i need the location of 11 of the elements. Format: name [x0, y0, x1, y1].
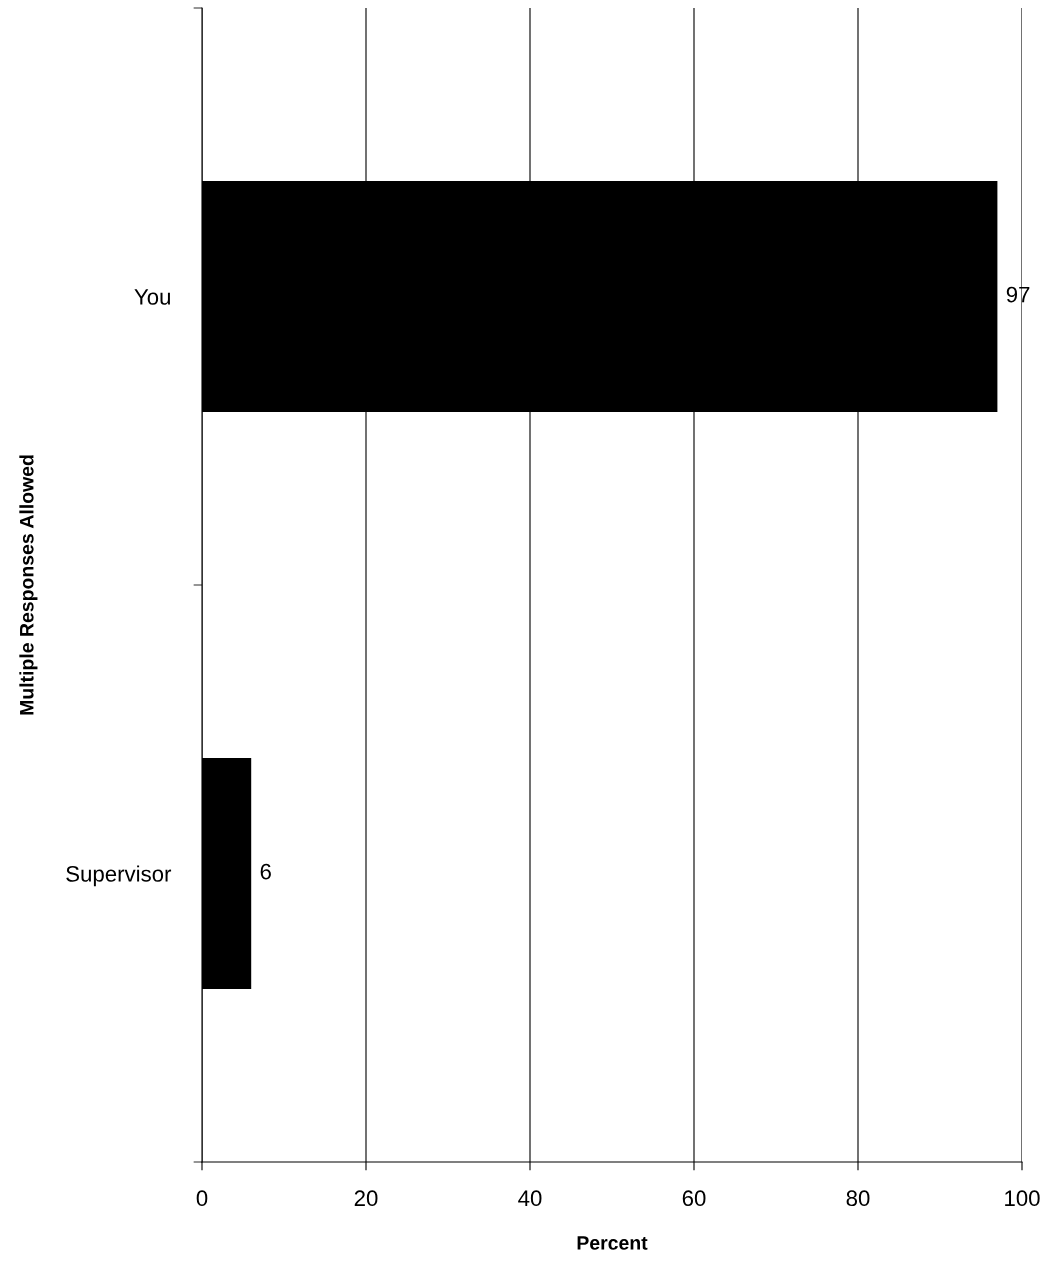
x-tick-label: 20: [354, 1190, 378, 1207]
x-tick-label: 0: [196, 1190, 208, 1207]
y-axis-title: Multiple Responses Allowed: [19, 455, 38, 715]
y-tick-label: Supervisor: [66, 865, 172, 887]
x-tick-label: 100: [1005, 1190, 1040, 1207]
y-tick-label: You: [134, 289, 170, 305]
x-tick-label: 40: [518, 1190, 542, 1207]
data-label: 6: [260, 863, 271, 880]
x-tick-label: 60: [682, 1190, 706, 1207]
x-tick-label: 80: [846, 1190, 870, 1207]
x-axis-title: Percent: [577, 1236, 648, 1250]
